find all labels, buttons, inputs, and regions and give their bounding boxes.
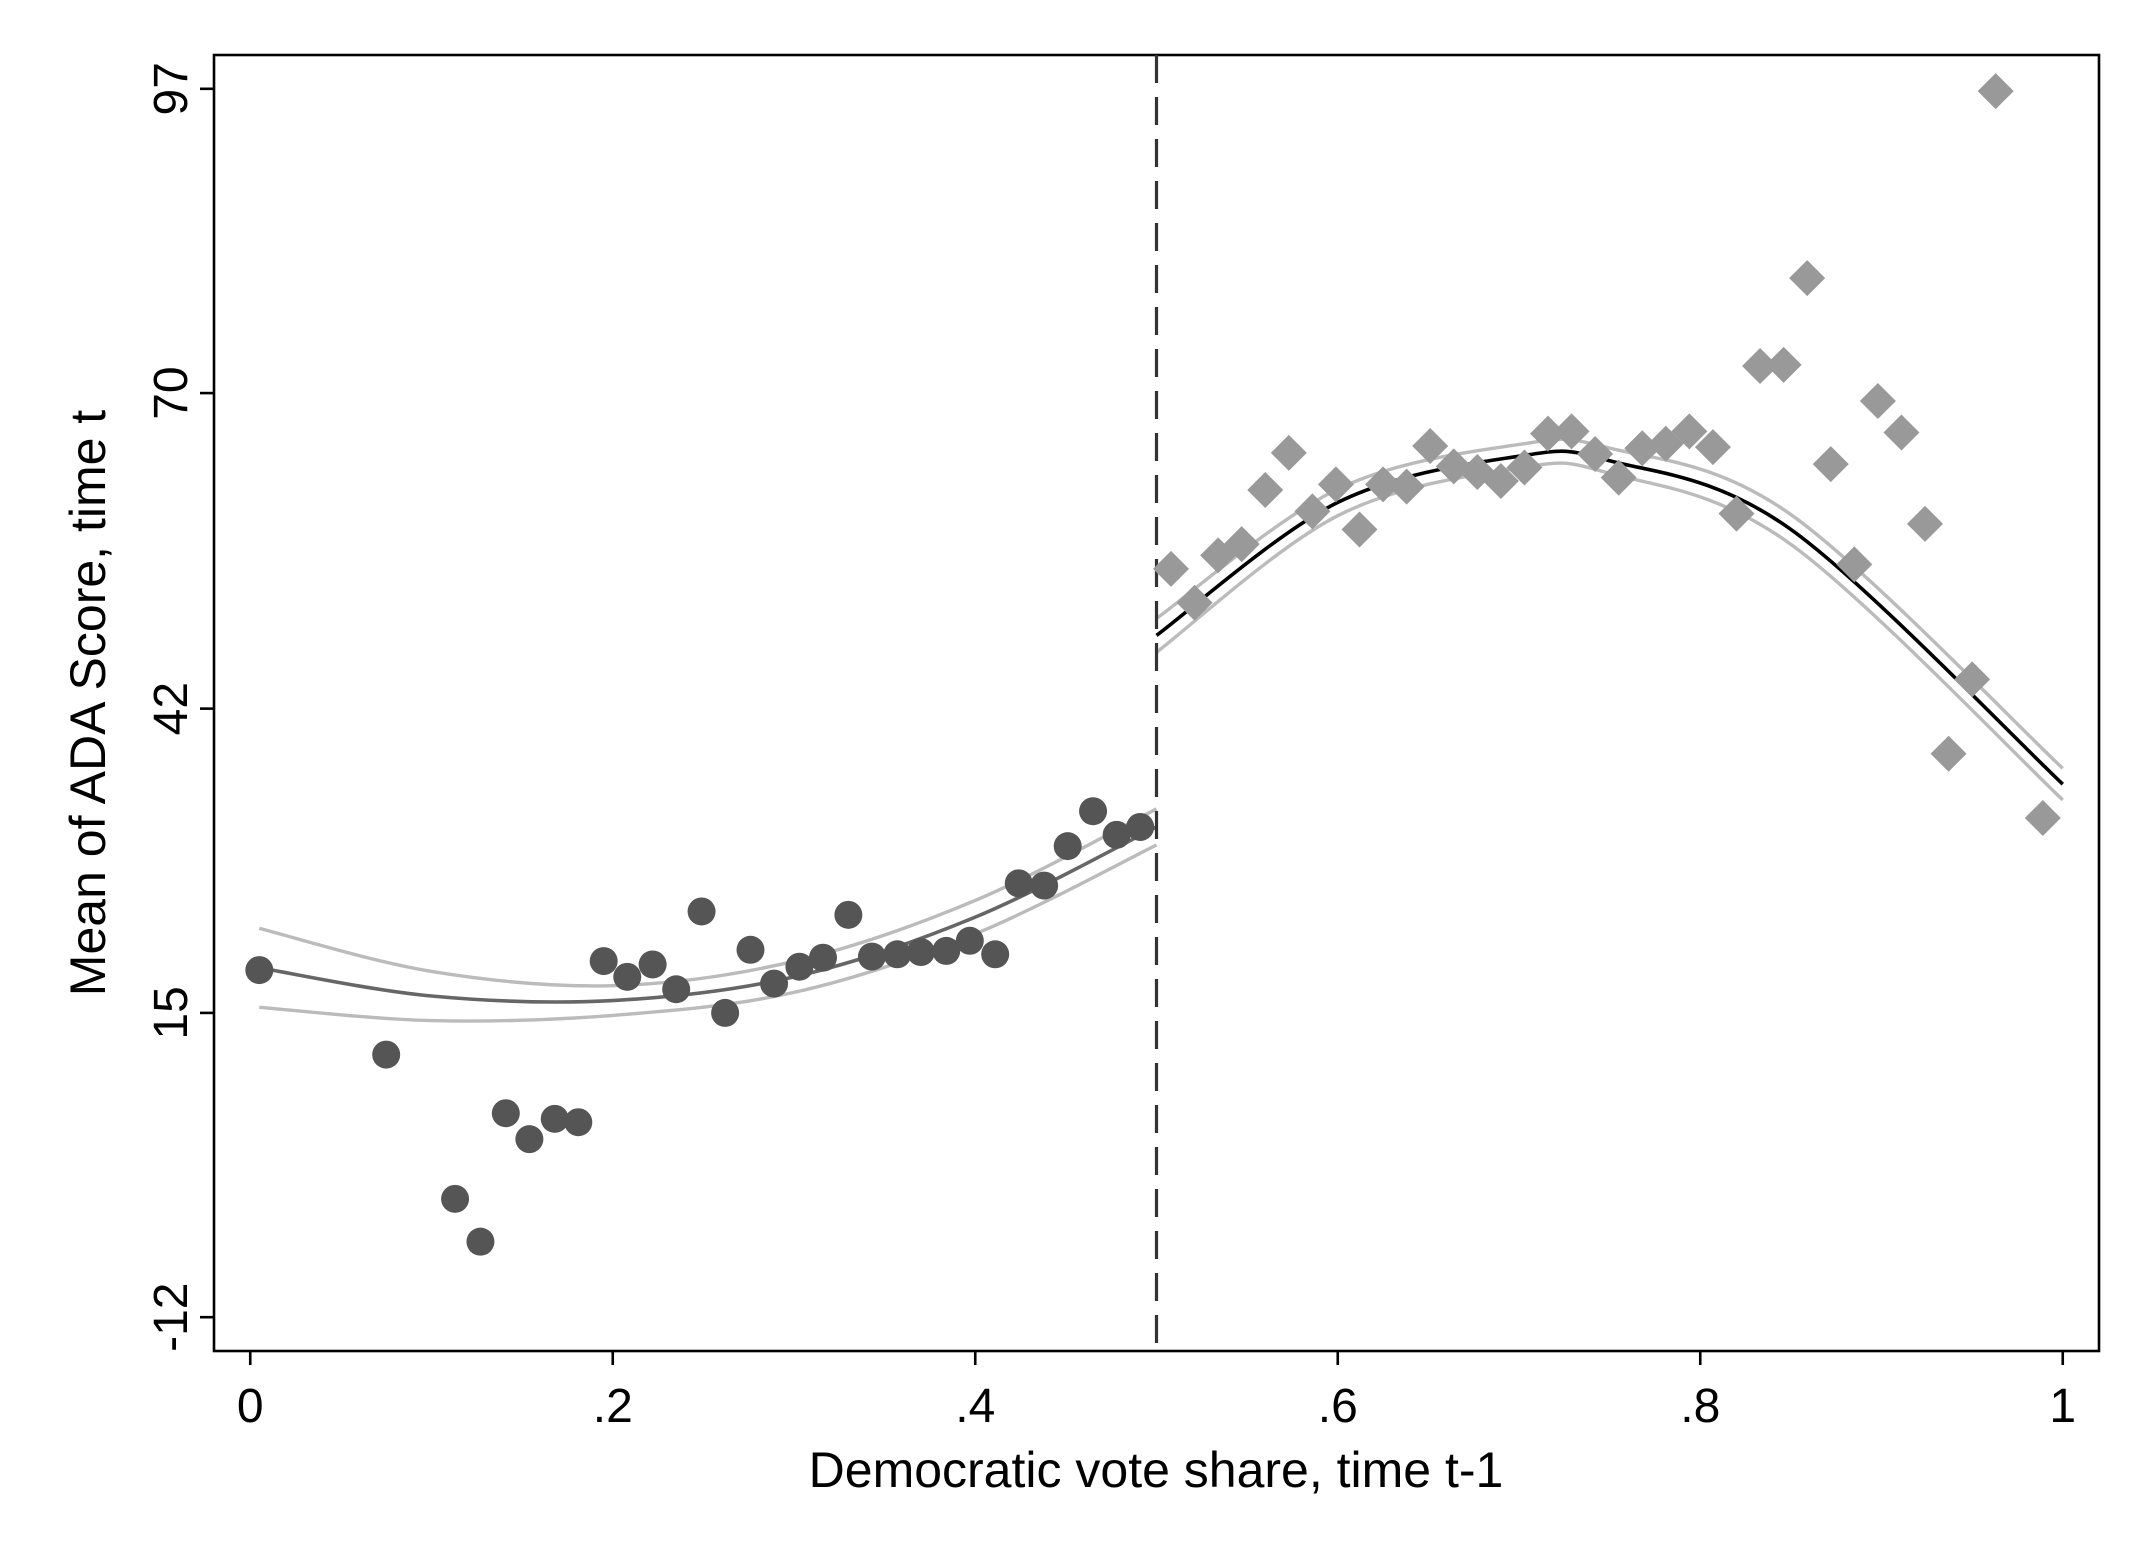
data-point — [1506, 449, 1543, 486]
ci-lower-line — [1155, 461, 2064, 802]
data-point — [1176, 584, 1213, 621]
x-tick-label: 0 — [237, 1380, 264, 1433]
data-point — [372, 1040, 401, 1069]
data-points — [245, 73, 2061, 1256]
data-point — [1577, 435, 1614, 472]
data-point — [1294, 493, 1331, 530]
ci-lower-line — [259, 843, 1158, 1023]
data-point — [1883, 414, 1920, 451]
data-point — [1365, 466, 1402, 503]
data-point — [760, 969, 789, 998]
data-point — [955, 926, 984, 955]
data-point — [785, 952, 814, 981]
fit-line — [259, 825, 1158, 1004]
y-tick-label: 42 — [145, 682, 198, 735]
data-point — [613, 962, 642, 991]
x-axis-title: Democratic vote share, time t-1 — [809, 1442, 1504, 1498]
data-point — [1388, 468, 1425, 505]
data-point — [711, 998, 740, 1027]
data-point — [736, 935, 765, 964]
data-point — [515, 1125, 544, 1154]
data-point — [1317, 466, 1354, 503]
data-point — [1694, 429, 1731, 466]
data-point — [1600, 459, 1637, 496]
data-point — [441, 1184, 470, 1213]
data-point — [1718, 495, 1755, 532]
data-point — [1671, 413, 1708, 450]
data-point — [1836, 546, 1873, 583]
y-axis-title: Mean of ADA Score, time t — [60, 410, 116, 996]
data-point — [491, 1099, 520, 1128]
data-point — [1482, 462, 1519, 499]
data-point — [1859, 382, 1896, 419]
data-point — [687, 897, 716, 926]
data-point — [1223, 526, 1260, 563]
data-point — [1004, 869, 1033, 898]
data-point — [932, 936, 961, 965]
data-point — [906, 938, 935, 967]
data-point — [662, 975, 691, 1004]
y-tick-label: 97 — [145, 62, 198, 115]
data-point — [981, 940, 1010, 969]
data-point — [1954, 661, 1991, 698]
data-point — [809, 943, 837, 972]
data-point — [1812, 446, 1849, 483]
x-axis: 0 .2 .4 .6 .8 1 — [237, 1351, 2076, 1433]
data-point — [1126, 812, 1155, 841]
x-tick-label: .6 — [1318, 1380, 1358, 1433]
data-point — [1270, 434, 1307, 471]
data-point — [1930, 735, 1967, 772]
data-point — [466, 1227, 495, 1256]
data-point — [2024, 799, 2061, 836]
data-point — [1742, 348, 1779, 385]
data-point — [245, 956, 274, 985]
x-tick-label: .2 — [593, 1380, 633, 1433]
data-point — [1907, 505, 1943, 542]
y-tick-label: 15 — [145, 986, 198, 1039]
x-tick-label: .8 — [1680, 1380, 1720, 1433]
data-point — [1624, 430, 1661, 467]
data-point — [1053, 832, 1082, 861]
data-point — [1341, 511, 1378, 548]
data-point — [857, 942, 886, 971]
y-tick-label: 70 — [145, 366, 198, 419]
data-point — [1030, 871, 1059, 900]
data-point — [638, 950, 667, 979]
data-point — [834, 900, 863, 929]
data-point — [1789, 260, 1826, 297]
data-point — [1530, 415, 1566, 452]
data-point — [1079, 797, 1108, 826]
x-tick-label: 1 — [2049, 1380, 2076, 1433]
data-point — [589, 947, 618, 976]
y-tick-label: -12 — [145, 1283, 198, 1352]
data-point — [1412, 428, 1449, 465]
data-point — [564, 1108, 593, 1137]
data-point — [1553, 413, 1590, 450]
x-tick-label: .4 — [955, 1380, 995, 1433]
y-axis: -12 15 42 70 97 — [145, 62, 214, 1352]
data-point — [883, 940, 912, 969]
data-point — [1153, 550, 1189, 587]
data-point — [1102, 820, 1131, 849]
data-point — [1977, 73, 2014, 110]
data-point — [1247, 472, 1284, 509]
data-point — [1765, 346, 1802, 383]
data-point — [540, 1104, 569, 1133]
